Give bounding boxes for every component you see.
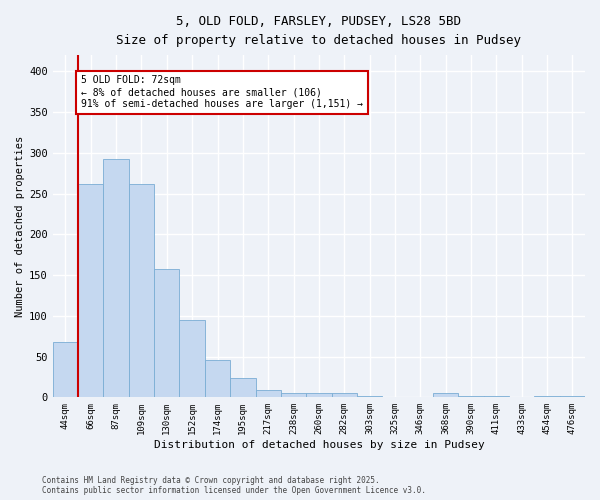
Bar bbox=[205, 360, 230, 398]
Bar bbox=[433, 394, 458, 398]
Bar bbox=[458, 396, 484, 398]
Bar bbox=[306, 394, 332, 398]
X-axis label: Distribution of detached houses by size in Pudsey: Distribution of detached houses by size … bbox=[154, 440, 484, 450]
Y-axis label: Number of detached properties: Number of detached properties bbox=[15, 136, 25, 317]
Bar bbox=[129, 184, 154, 398]
Bar bbox=[332, 394, 357, 398]
Bar bbox=[179, 320, 205, 398]
Bar bbox=[357, 396, 382, 398]
Title: 5, OLD FOLD, FARSLEY, PUDSEY, LS28 5BD
Size of property relative to detached hou: 5, OLD FOLD, FARSLEY, PUDSEY, LS28 5BD S… bbox=[116, 15, 521, 47]
Text: 5 OLD FOLD: 72sqm
← 8% of detached houses are smaller (106)
91% of semi-detached: 5 OLD FOLD: 72sqm ← 8% of detached house… bbox=[80, 76, 362, 108]
Bar bbox=[560, 396, 585, 398]
Bar bbox=[103, 158, 129, 398]
Bar bbox=[484, 396, 509, 398]
Bar bbox=[256, 390, 281, 398]
Bar bbox=[230, 378, 256, 398]
Bar bbox=[281, 394, 306, 398]
Bar bbox=[78, 184, 103, 398]
Bar bbox=[53, 342, 78, 398]
Bar bbox=[535, 396, 560, 398]
Bar bbox=[154, 268, 179, 398]
Text: Contains HM Land Registry data © Crown copyright and database right 2025.
Contai: Contains HM Land Registry data © Crown c… bbox=[42, 476, 426, 495]
